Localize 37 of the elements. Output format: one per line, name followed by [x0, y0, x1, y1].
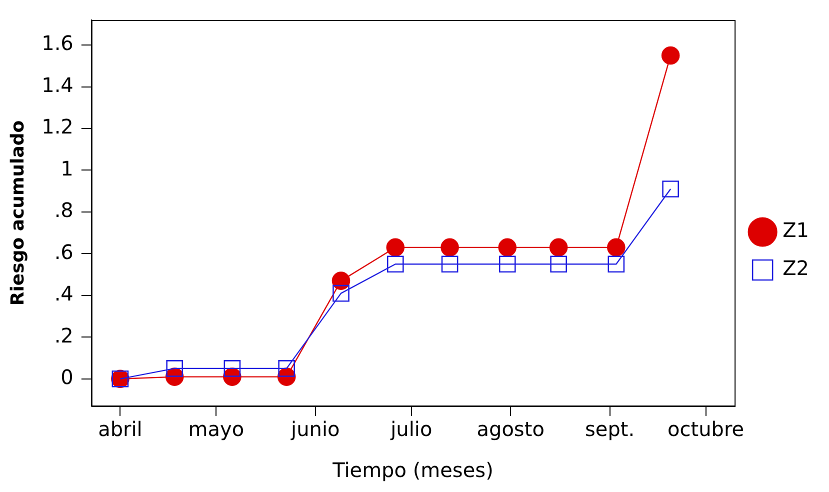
y-tick-label: 1.6 [42, 31, 74, 56]
point [332, 272, 350, 290]
point [224, 360, 241, 377]
point [550, 256, 568, 273]
legend-label: Z1 [782, 218, 810, 242]
y-tick-label: 1.2 [42, 114, 74, 139]
x-tick-label: sept. [584, 417, 635, 442]
y-tick-label: 1.4 [42, 72, 74, 97]
y-tick-label: .2 [54, 323, 74, 348]
point [607, 238, 626, 257]
x-tick-label: abril [98, 417, 142, 442]
y-tick-label: 0 [60, 365, 74, 390]
point [662, 180, 680, 198]
y-axis-title: Riesgo acumulado [7, 120, 28, 306]
x-tick-label: mayo [188, 417, 244, 442]
point [498, 256, 516, 273]
x-axis-title: Tiempo (meses) [332, 458, 494, 482]
x-tick-label: junio [290, 417, 340, 442]
point [608, 256, 625, 273]
x-tick-label: julio [390, 417, 432, 442]
legend-label: Z2 [782, 256, 810, 280]
point [278, 360, 296, 377]
y-tick-label: .6 [54, 240, 74, 264]
point [332, 284, 350, 302]
y-tick-label: .4 [54, 282, 74, 306]
point [441, 256, 458, 273]
point [549, 238, 568, 257]
point [166, 360, 184, 377]
point [661, 46, 680, 65]
point [498, 238, 517, 257]
y-tick-label: 1 [60, 156, 74, 180]
y-tick-label: .8 [54, 198, 74, 222]
x-tick-label: octubre [668, 417, 744, 442]
point [386, 238, 405, 257]
point [440, 238, 459, 257]
x-tick-label: agosto [476, 417, 544, 442]
point [386, 256, 404, 273]
